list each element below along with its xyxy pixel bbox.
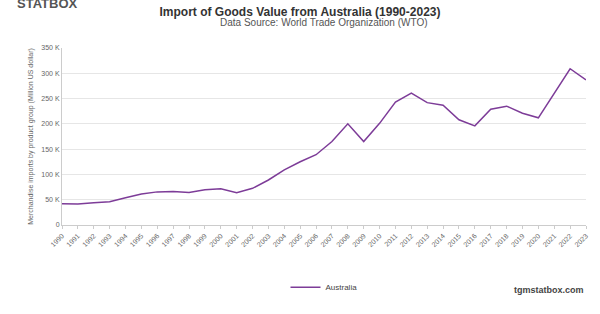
svg-text:2010: 2010 <box>367 232 383 248</box>
svg-text:1996: 1996 <box>144 232 160 248</box>
svg-text:1990: 1990 <box>49 232 65 248</box>
svg-text:300 K: 300 K <box>41 70 60 77</box>
svg-text:tgmstatbox.com: tgmstatbox.com <box>514 285 584 295</box>
svg-text:0: 0 <box>56 221 60 228</box>
svg-text:2007: 2007 <box>319 232 335 248</box>
svg-text:1999: 1999 <box>192 232 208 248</box>
svg-text:STATBOX: STATBOX <box>17 0 78 11</box>
svg-text:2006: 2006 <box>303 232 319 248</box>
svg-text:150 K: 150 K <box>41 146 60 153</box>
svg-text:2005: 2005 <box>287 232 303 248</box>
svg-text:1994: 1994 <box>113 232 129 248</box>
svg-text:50 K: 50 K <box>45 196 60 203</box>
svg-text:2023: 2023 <box>573 232 589 248</box>
svg-text:1991: 1991 <box>65 232 81 248</box>
svg-text:2014: 2014 <box>430 232 446 248</box>
svg-text:1998: 1998 <box>176 232 192 248</box>
svg-text:2004: 2004 <box>272 232 288 248</box>
svg-text:2022: 2022 <box>557 232 573 248</box>
svg-text:2017: 2017 <box>478 232 494 248</box>
svg-text:2016: 2016 <box>462 232 478 248</box>
svg-text:2015: 2015 <box>446 232 462 248</box>
svg-text:2011: 2011 <box>383 232 399 248</box>
svg-text:350 K: 350 K <box>41 44 60 51</box>
svg-text:200 K: 200 K <box>41 120 60 127</box>
svg-text:2003: 2003 <box>256 232 272 248</box>
svg-text:2000: 2000 <box>208 232 224 248</box>
svg-text:2012: 2012 <box>399 232 415 248</box>
svg-text:Australia: Australia <box>326 283 358 292</box>
svg-text:Merchandise imports by product: Merchandise imports by product group (Mi… <box>27 48 35 225</box>
svg-text:Data Source: World Trade Organ: Data Source: World Trade Organization (W… <box>220 17 428 28</box>
svg-text:2001: 2001 <box>224 232 240 248</box>
svg-text:1995: 1995 <box>129 232 145 248</box>
svg-text:2008: 2008 <box>335 232 351 248</box>
svg-text:2009: 2009 <box>351 232 367 248</box>
svg-text:2013: 2013 <box>414 232 430 248</box>
svg-text:1997: 1997 <box>160 232 176 248</box>
svg-text:2002: 2002 <box>240 232 256 248</box>
svg-text:2021: 2021 <box>541 232 557 248</box>
svg-text:Import of Goods Value from Aus: Import of Goods Value from Australia (19… <box>160 5 441 19</box>
svg-text:1992: 1992 <box>81 232 97 248</box>
svg-text:250 K: 250 K <box>41 95 60 102</box>
svg-text:2019: 2019 <box>510 232 526 248</box>
svg-text:2020: 2020 <box>526 232 542 248</box>
svg-text:1993: 1993 <box>97 232 113 248</box>
svg-text:2018: 2018 <box>494 232 510 248</box>
svg-text:100 K: 100 K <box>41 171 60 178</box>
